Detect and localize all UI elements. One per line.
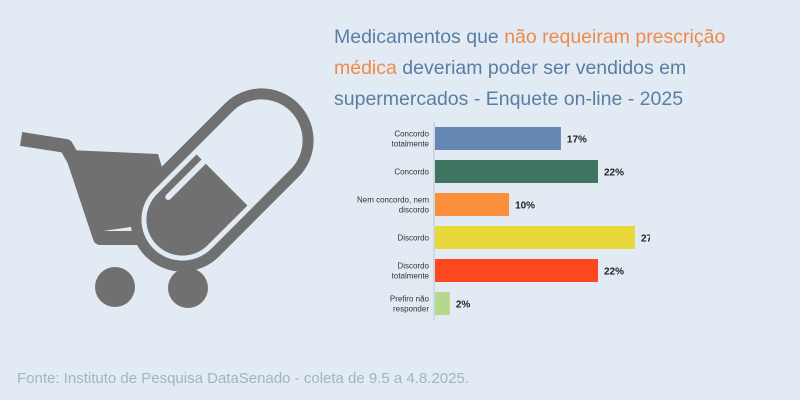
value-label-1: 17% [567, 135, 587, 146]
value-label-6: 2% [456, 300, 471, 311]
category-label-2: Concordo [394, 168, 429, 177]
pill-capsule-icon [130, 88, 314, 272]
category-label-1: Concordo totalmente [392, 130, 430, 149]
category-label-6: Prefiro não responder [390, 295, 430, 314]
bar-5 [435, 259, 598, 282]
bar-3 [435, 193, 510, 216]
value-label-3: 10% [515, 201, 535, 212]
category-label-3: Nem concordo, nem discordo [357, 196, 430, 215]
source-note: Fonte: Instituto de Pesquisa DataSenado … [17, 370, 469, 387]
bar-6 [435, 292, 450, 315]
value-label-5: 22% [604, 267, 624, 278]
title-part-1: Medicamentos que [334, 26, 505, 48]
chart-title: Medicamentos que não requeiram prescriçã… [334, 22, 784, 115]
title-part-2: deveriam poder ser vendidos em supermerc… [334, 57, 687, 110]
value-label-2: 22% [604, 168, 624, 179]
cart-pill-illustration [19, 88, 314, 308]
category-label-4: Discordo [397, 234, 429, 243]
title-highlight: não requeiram prescrição médica [334, 26, 726, 79]
bar-4 [435, 226, 635, 249]
category-label-5: Discordo totalmente [392, 262, 430, 281]
bar-1 [435, 127, 561, 150]
bar-2 [435, 160, 598, 183]
bar-chart: 17% Concordo totalmente 22% Concordo 10% Nem c… [357, 122, 650, 320]
value-label-4: 27% [641, 234, 650, 245]
